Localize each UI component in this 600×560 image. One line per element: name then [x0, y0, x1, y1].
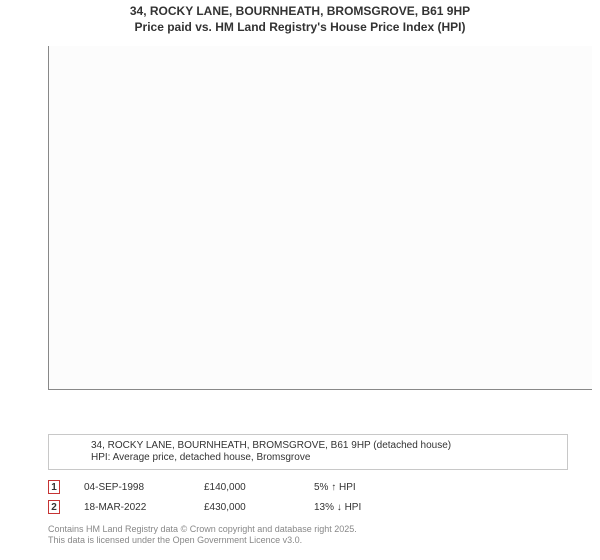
title-line-1: 34, ROCKY LANE, BOURNHEATH, BROMSGROVE, …	[0, 4, 600, 20]
legend-label: 34, ROCKY LANE, BOURNHEATH, BROMSGROVE, …	[91, 440, 451, 451]
legend-box: 34, ROCKY LANE, BOURNHEATH, BROMSGROVE, …	[48, 434, 568, 470]
legend-row: HPI: Average price, detached house, Brom…	[57, 452, 559, 463]
chart-area	[48, 46, 592, 418]
legend-label: HPI: Average price, detached house, Brom…	[91, 452, 310, 463]
data-date: 18-MAR-2022	[84, 502, 204, 513]
title-line-2: Price paid vs. HM Land Registry's House …	[0, 20, 600, 36]
marker-badge: 2	[48, 500, 60, 514]
footnote-line: Contains HM Land Registry data © Crown c…	[48, 524, 357, 535]
plot-region	[48, 46, 592, 390]
legend-row: 34, ROCKY LANE, BOURNHEATH, BROMSGROVE, …	[57, 440, 559, 451]
footnote: Contains HM Land Registry data © Crown c…	[48, 524, 357, 547]
footnote-line: This data is licensed under the Open Gov…	[48, 535, 357, 546]
data-delta: 5% ↑ HPI	[314, 482, 356, 493]
data-row: 1 04-SEP-1998 £140,000 5% ↑ HPI	[48, 477, 361, 497]
data-price: £430,000	[204, 502, 314, 513]
marker-badge: 1	[48, 480, 60, 494]
line-svg	[49, 46, 592, 389]
data-table: 1 04-SEP-1998 £140,000 5% ↑ HPI 2 18-MAR…	[48, 477, 361, 517]
data-delta: 13% ↓ HPI	[314, 502, 361, 513]
chart-container: 34, ROCKY LANE, BOURNHEATH, BROMSGROVE, …	[0, 0, 600, 560]
data-row: 2 18-MAR-2022 £430,000 13% ↓ HPI	[48, 497, 361, 517]
data-date: 04-SEP-1998	[84, 482, 204, 493]
title-area: 34, ROCKY LANE, BOURNHEATH, BROMSGROVE, …	[0, 0, 600, 35]
data-price: £140,000	[204, 482, 314, 493]
